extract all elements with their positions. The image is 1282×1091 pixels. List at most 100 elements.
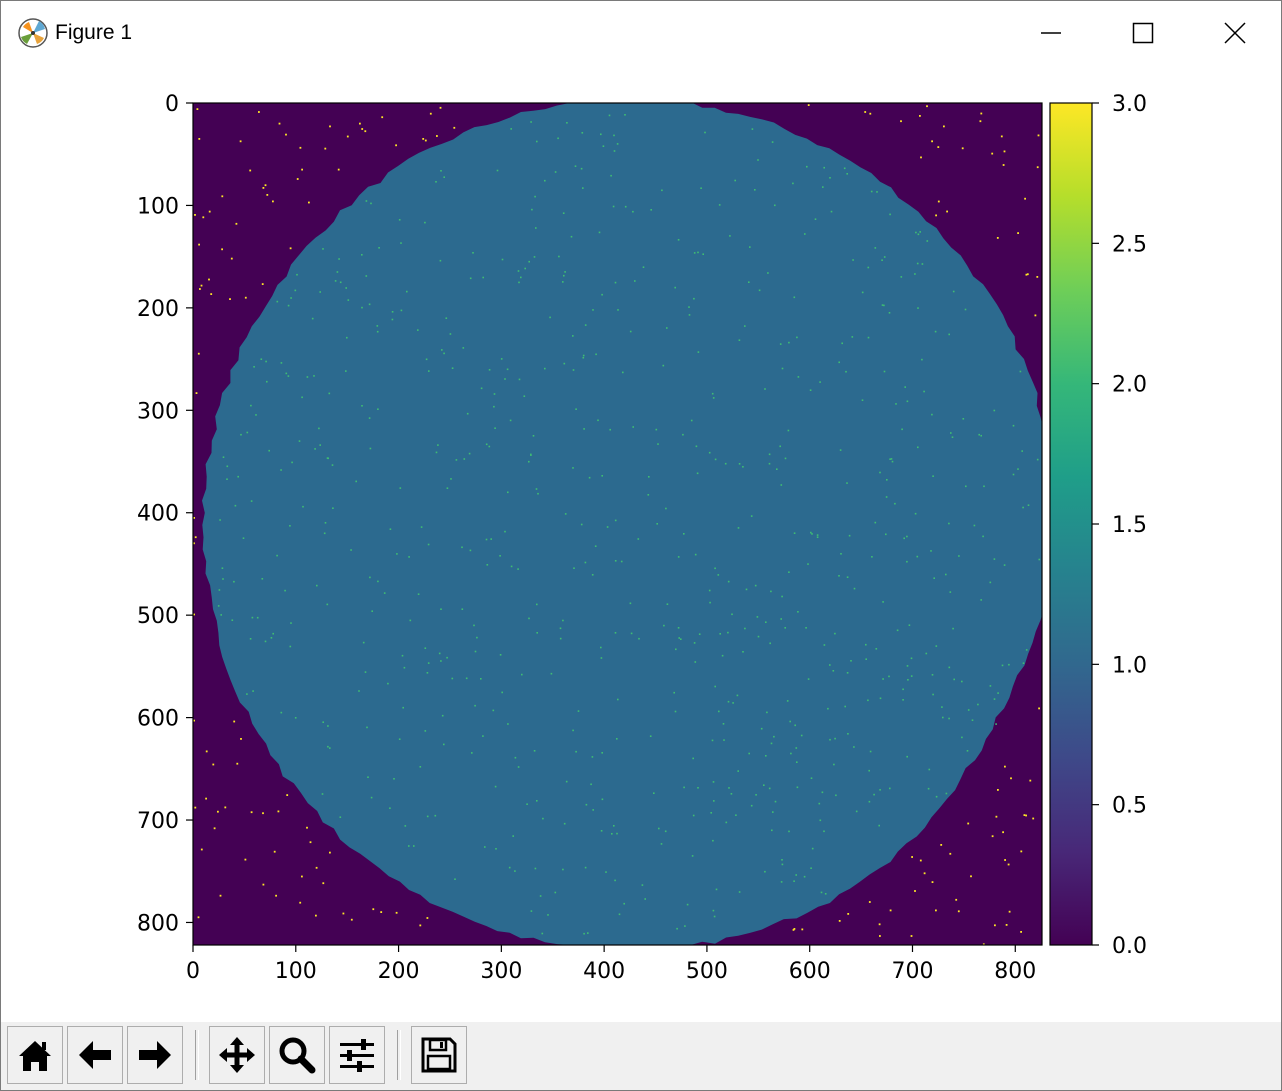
speck-inside: [997, 692, 999, 694]
speck-inside: [424, 221, 426, 224]
speck-inside: [692, 814, 695, 817]
speck-inside: [945, 573, 947, 576]
configure-subplots-button[interactable]: [329, 1026, 385, 1084]
home-button[interactable]: [7, 1026, 63, 1084]
speck-inside: [501, 258, 504, 261]
speck-inside: [536, 800, 538, 802]
speck-inside: [318, 427, 320, 430]
speck-inside: [584, 866, 587, 869]
speck-inside: [650, 209, 652, 211]
speck-inside: [700, 187, 702, 189]
speck-inside: [260, 358, 263, 360]
speck-inside: [289, 645, 292, 648]
speck-inside: [948, 333, 950, 336]
speck-inside: [853, 746, 855, 748]
maximize-button[interactable]: [1097, 1, 1189, 65]
speck-inside: [623, 902, 625, 905]
speck-outside: [278, 122, 281, 125]
pan-button[interactable]: [209, 1026, 265, 1084]
speck-inside: [767, 272, 769, 274]
speck-inside: [774, 204, 776, 207]
speck-inside: [311, 317, 314, 320]
speck-inside: [765, 755, 767, 757]
speck-outside: [879, 935, 881, 937]
speck-inside: [942, 716, 944, 719]
speck-inside: [612, 205, 615, 208]
speck-inside: [768, 453, 771, 456]
speck-inside: [971, 719, 974, 721]
colorbar-tick-label: 2.5: [1112, 232, 1147, 257]
forward-button[interactable]: [127, 1026, 183, 1084]
speck-inside: [398, 219, 401, 221]
speck-inside: [614, 632, 617, 634]
speck-inside: [424, 647, 427, 649]
speck-inside: [951, 436, 954, 438]
zoom-button[interactable]: [269, 1026, 325, 1084]
back-button[interactable]: [67, 1026, 123, 1084]
speck-inside: [978, 433, 980, 436]
speck-inside: [488, 445, 491, 448]
speck-inside: [500, 358, 503, 360]
speck-outside: [193, 613, 195, 616]
speck-inside: [677, 627, 680, 629]
figure-canvas[interactable]: 0 100 200 300 400 500 600 700 800 0 100 200 300 400 5…: [1, 65, 1281, 1022]
speck-inside: [648, 476, 650, 478]
speck-outside: [864, 111, 867, 113]
speck-inside: [914, 273, 916, 275]
speck-outside: [230, 257, 233, 260]
speck-inside: [616, 738, 618, 740]
speck-inside: [234, 504, 237, 507]
speck-outside: [792, 929, 795, 931]
speck-inside: [771, 829, 773, 832]
title-bar[interactable]: Figure 1: [1, 1, 1281, 65]
speck-inside: [370, 202, 372, 205]
speck-outside: [911, 856, 913, 858]
speck-inside: [601, 752, 603, 754]
speck-inside: [664, 830, 667, 833]
speck-inside: [711, 392, 714, 395]
speck-inside: [867, 699, 869, 702]
speck-inside: [583, 932, 585, 935]
speck-inside: [614, 519, 617, 522]
speck-inside: [682, 433, 684, 436]
save-button[interactable]: [411, 1026, 467, 1084]
speck-inside: [768, 787, 771, 790]
speck-inside: [847, 733, 849, 735]
speck-inside: [582, 354, 585, 357]
speck-inside: [803, 875, 806, 878]
speck-inside: [1022, 662, 1025, 664]
speck-inside: [910, 657, 913, 660]
speck-inside: [535, 227, 537, 229]
speck-outside: [194, 536, 197, 539]
speck-inside: [873, 793, 875, 796]
speck-inside: [718, 204, 721, 206]
speck-outside: [1007, 863, 1010, 866]
speck-inside: [807, 563, 809, 565]
minimize-button[interactable]: [1005, 1, 1097, 65]
heatmap-plot[interactable]: 0 100 200 300 400 500 600 700 800 0 100 200 300 400 5…: [1, 65, 1281, 1022]
speck-inside: [590, 783, 592, 786]
speck-inside: [441, 714, 444, 717]
speck-inside: [562, 619, 564, 622]
speck-inside: [714, 685, 716, 688]
speck-outside: [200, 848, 203, 851]
speck-inside: [537, 492, 539, 495]
speck-outside: [1010, 777, 1012, 780]
speck-inside: [526, 803, 528, 805]
speck-inside: [771, 141, 774, 143]
speck-inside: [989, 685, 992, 687]
speck-inside: [805, 627, 807, 629]
speck-outside: [197, 916, 200, 919]
speck-outside: [1036, 166, 1039, 169]
speck-inside: [535, 488, 538, 490]
close-button[interactable]: [1189, 1, 1281, 65]
speck-outside: [838, 920, 841, 922]
speck-inside: [517, 568, 519, 570]
speck-outside: [315, 914, 317, 917]
speck-outside: [926, 105, 928, 108]
speck-inside: [441, 349, 443, 351]
speck-outside: [1020, 850, 1023, 853]
speck-inside: [345, 287, 347, 289]
speck-outside: [1034, 314, 1037, 317]
speck-inside: [649, 735, 652, 737]
